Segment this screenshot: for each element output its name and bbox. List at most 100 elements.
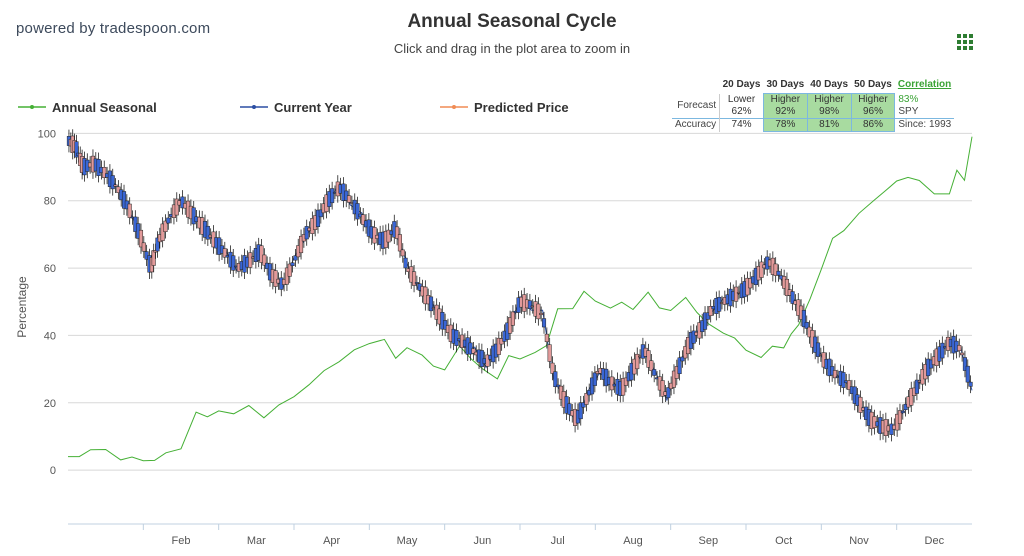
accuracy-cell: 74% — [719, 118, 764, 132]
candle-body — [121, 191, 127, 209]
candle-body — [113, 184, 118, 187]
header-40-days: 40 Days — [810, 79, 849, 90]
legend-item-annual-seasonal[interactable]: Annual Seasonal — [18, 98, 157, 116]
candle-body — [110, 175, 115, 190]
candle-body — [592, 372, 597, 386]
current-year-line — [67, 139, 973, 431]
candle-body — [544, 333, 549, 343]
candle-body — [160, 223, 165, 241]
candle-body — [127, 203, 132, 218]
correlation-link[interactable]: Correlation — [897, 79, 952, 91]
annual-seasonal-line — [68, 136, 973, 462]
candle-body — [231, 255, 236, 271]
candle-body — [858, 396, 863, 413]
candle-body — [485, 354, 490, 367]
candle-body — [355, 203, 360, 220]
legend-item-predicted-price[interactable]: Predicted Price — [440, 98, 569, 116]
candle-body — [222, 248, 227, 258]
x-tick-label: Dec — [925, 535, 945, 547]
candle-body — [174, 198, 179, 216]
candle-body — [717, 296, 722, 312]
candle-body — [536, 303, 541, 320]
brand-link[interactable]: powered by tradespoon.com — [16, 20, 211, 37]
candle-body — [304, 226, 309, 240]
candle-body — [652, 369, 657, 376]
x-tick-label: Jul — [551, 535, 565, 547]
candle-body — [428, 296, 434, 312]
candle-body — [677, 357, 682, 374]
candle-body — [832, 370, 838, 379]
candle-body — [646, 350, 651, 368]
candle-body — [759, 261, 764, 278]
candle-body — [567, 403, 572, 415]
candle-body — [400, 249, 405, 257]
candle-body — [968, 381, 973, 387]
y-tick-label: 60 — [44, 263, 56, 275]
candle-body — [259, 245, 264, 263]
candle-body — [671, 370, 677, 388]
candle-body — [940, 342, 945, 359]
y-tick-label: 40 — [44, 330, 56, 342]
candle-body — [102, 167, 107, 178]
legend-line-icon — [440, 105, 468, 109]
grid-menu-icon[interactable] — [957, 34, 973, 50]
candle-body — [138, 229, 144, 248]
x-tick-label: Apr — [323, 535, 340, 547]
candle-body — [841, 372, 846, 388]
correlation-info: 83% SPY — [898, 93, 919, 117]
candle-body — [468, 342, 473, 355]
candle-body — [541, 318, 547, 328]
candle-body — [635, 353, 640, 370]
candle-body — [960, 352, 965, 356]
legend-line-icon — [240, 105, 268, 109]
candle-body — [273, 270, 278, 287]
accuracy-cell: 86% — [850, 118, 896, 132]
x-tick-label: May — [397, 535, 418, 547]
forecast-table: 20 Days 30 Days 40 Days 50 Days Correlat… — [672, 79, 955, 132]
since-label: Since: 1993 — [894, 118, 955, 132]
legend-label: Predicted Price — [474, 99, 569, 115]
legend-line-icon — [18, 105, 46, 109]
y-tick-label: 0 — [50, 465, 56, 477]
candle-body — [553, 371, 558, 387]
candle-body — [403, 257, 408, 269]
candle-body — [287, 263, 292, 277]
chart-title: Annual Seasonal Cycle — [407, 11, 617, 32]
candle-body — [691, 330, 696, 344]
forecast-label: Forecast — [677, 99, 717, 111]
legend-label: Annual Seasonal — [52, 99, 157, 115]
candle-body — [962, 357, 967, 371]
candle-body — [550, 362, 555, 374]
candle-body — [191, 207, 196, 225]
candle-body — [847, 380, 852, 390]
candle-body — [702, 312, 708, 330]
candle-body — [151, 250, 156, 266]
legend-item-current-year[interactable]: Current Year — [240, 98, 352, 116]
candle-body — [589, 377, 595, 395]
candle-body — [914, 379, 919, 394]
candle-body — [790, 291, 795, 304]
candle-body — [397, 234, 402, 252]
x-tick-label: Aug — [623, 535, 643, 547]
candle-body — [776, 270, 781, 276]
candle-body — [708, 306, 713, 316]
candle-body — [262, 254, 267, 266]
candle-body — [443, 320, 448, 330]
candle-body — [801, 310, 806, 328]
candle-body — [804, 321, 809, 329]
accuracy-cell: 81% — [806, 118, 852, 132]
x-tick-label: Jun — [473, 535, 491, 547]
candle-body — [299, 235, 304, 254]
candle-body — [900, 410, 905, 414]
x-tick-label: Mar — [247, 535, 266, 547]
candle-body — [815, 342, 821, 357]
candle-body — [166, 217, 171, 224]
candle-body — [163, 220, 168, 233]
x-tick-label: Feb — [172, 535, 191, 547]
chart-subtitle: Click and drag in the plot area to zoom … — [393, 41, 631, 56]
candle-body — [621, 378, 626, 396]
candle-body — [909, 388, 914, 406]
candle-body — [205, 225, 210, 240]
accuracy-cell: 78% — [762, 118, 808, 132]
